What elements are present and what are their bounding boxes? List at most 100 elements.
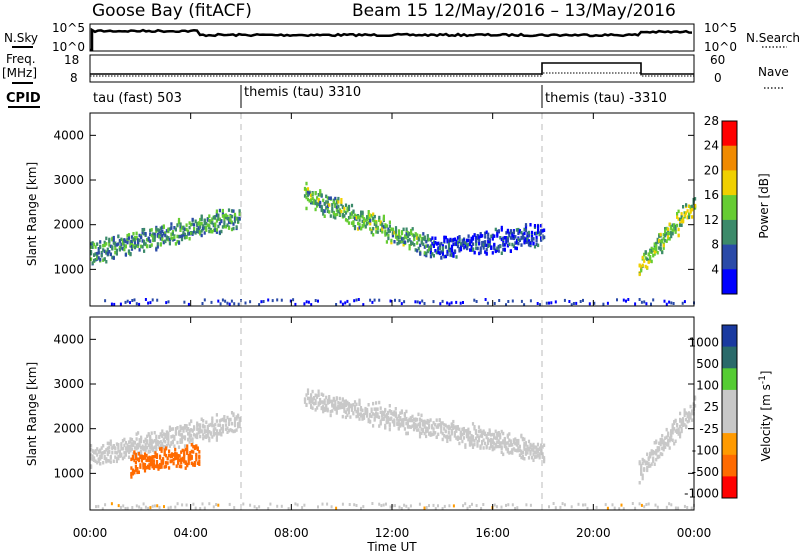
data-cell [372,212,375,216]
data-cell [120,447,123,451]
data-cell [117,442,120,447]
data-cell [658,446,661,450]
data-cell [203,435,206,439]
colorbar-swatch [722,325,737,348]
data-cell [671,231,674,236]
velocity-label-text: Velocity [m s [759,384,773,461]
ground-scatter-cell [475,504,478,508]
data-cell [471,422,475,426]
data-cell [520,230,523,235]
data-cell [168,428,171,432]
data-cell [405,234,408,238]
data-cell [112,241,115,245]
data-cell [452,242,455,247]
data-cell [423,431,426,436]
data-cell [412,424,416,428]
data-cell [496,232,499,236]
data-cell [529,452,532,456]
ground-scatter-cell [249,300,252,304]
data-cell [209,422,212,427]
data-cell [413,237,416,242]
data-cell [490,439,493,443]
y-tick-label: 2000 [53,218,84,232]
data-cell [195,452,198,457]
data-cell [211,416,214,420]
data-cell [388,409,391,413]
ground-scatter-cell [294,302,297,306]
data-cell [109,442,112,446]
data-cell [467,431,470,436]
data-cell [308,396,311,401]
data-cell [431,432,434,437]
data-cell [190,438,193,442]
data-cell [452,426,455,430]
data-cell [322,409,325,414]
data-cell [340,202,343,207]
colorbar-tick-label: 8 [711,238,719,252]
colorbar-tick-label: 24 [704,139,719,153]
cpid-label: CPID [6,91,41,106]
data-cell [168,237,171,242]
nave-label: Nave [758,65,789,79]
data-cell [141,446,144,450]
data-cell [180,457,183,462]
data-cell [344,399,347,403]
data-cell [527,230,531,235]
ground-scatter-cell [138,302,141,306]
data-cell [443,254,446,259]
data-cell [429,238,432,242]
data-cell [209,227,212,232]
data-cell [134,468,137,472]
data-cell [96,256,99,260]
data-cell [149,228,152,233]
data-cell [145,466,148,470]
data-cell [90,245,93,249]
data-cell [415,424,419,428]
ground-scatter-cell [249,503,252,507]
data-cell [543,456,546,460]
ground-scatter-cell [582,503,584,507]
data-cell [473,442,476,447]
data-cell [132,244,135,248]
data-cell [667,443,670,447]
data-cell [452,419,455,424]
data-cell [688,419,691,423]
data-cell [376,414,379,419]
data-cell [319,204,322,209]
data-cell [214,223,217,228]
data-cell [319,401,322,405]
data-cell [422,237,425,241]
data-cell [366,411,369,416]
data-cell [337,209,340,213]
data-cell [157,466,160,470]
data-cell [482,429,485,433]
data-cell [361,413,364,418]
data-cell [373,418,376,422]
data-cell [331,404,334,408]
data-cell [429,251,432,255]
data-cell [193,445,196,449]
data-cell [661,434,664,438]
data-cell [443,236,446,240]
data-cell [332,403,335,408]
data-cell [543,443,546,447]
data-cell [193,426,196,431]
data-cell [155,455,159,459]
data-cell [343,406,346,410]
ground-scatter-cell [167,506,170,510]
data-cell [174,242,177,246]
data-cell [537,228,540,232]
ground-scatter-cell [473,298,476,302]
data-cell [515,439,518,443]
data-cell [149,461,153,466]
ground-scatter-cell [625,299,627,303]
data-cell [641,461,644,466]
data-cell [529,449,532,454]
data-cell [469,242,472,246]
data-cell [97,251,100,255]
ground-scatter-cell [117,504,120,508]
data-cell [367,216,370,221]
data-cell [388,220,391,224]
data-cell [168,227,171,231]
data-cell [421,423,425,427]
